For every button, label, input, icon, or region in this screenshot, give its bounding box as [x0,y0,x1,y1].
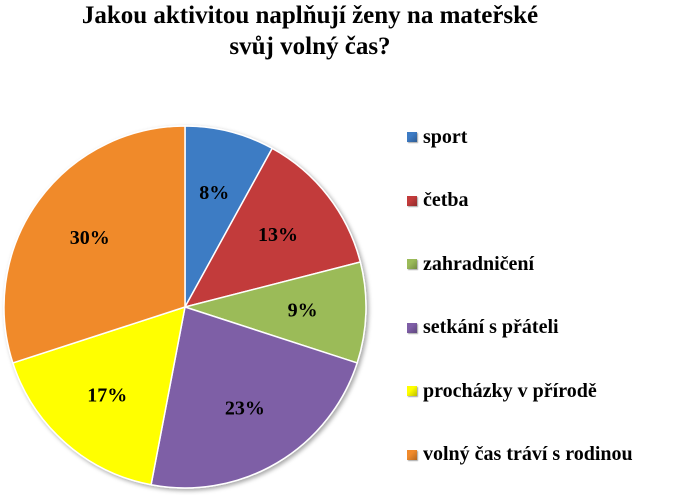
legend-item-3: setkání s přáteli [407,315,559,341]
pie-data-label-0: 8% [199,182,229,204]
chart-title-line-2: svůj volný čas? [229,33,391,60]
legend-label-1: četba [423,189,469,211]
pie-slice-5 [3,125,186,364]
legend-label-0: sport [423,125,468,148]
legend-item-5: volný čas tráví s rodinou [407,442,633,468]
pie-slice-0 [184,125,274,308]
pie-slice-4 [11,305,186,486]
legend-label-5: volný čas tráví s rodinou [423,443,633,465]
pie-data-label-1: 13% [258,224,298,246]
legend-swatch-1 [407,195,417,206]
pie-slice-1 [183,147,362,309]
legend-label-4: procházky v přírodě [423,379,597,402]
pie-data-label-2: 9% [288,300,318,322]
chart-title-line-1: Jakou aktivitou naplňují ženy na mateřsk… [81,2,539,29]
legend-swatch-0 [407,132,417,142]
pie-slice-2 [182,261,367,364]
legend-swatch-4 [407,386,417,396]
pie-data-label-5: 30% [70,227,110,249]
pie-chart: 8% 13% 9% 23% 17% 30% [3,125,367,489]
legend-item-0: sport [407,124,467,150]
pie-slice-3 [150,306,359,489]
legend-label-2: zahradničení [423,252,535,275]
legend-swatch-3 [407,322,417,333]
chart-title: Jakou aktivitou naplňují ženy na mateřsk… [0,0,620,62]
legend-item-2: zahradničení [407,251,534,277]
legend-item-1: četba [407,188,469,214]
pie-data-label-4: 17% [87,384,127,406]
legend-swatch-5 [407,449,417,460]
legend-item-4: procházky v přírodě [407,378,597,404]
pie-data-label-3: 23% [225,397,265,419]
legend-label-3: setkání s přáteli [423,316,559,338]
legend-swatch-2 [407,259,417,269]
